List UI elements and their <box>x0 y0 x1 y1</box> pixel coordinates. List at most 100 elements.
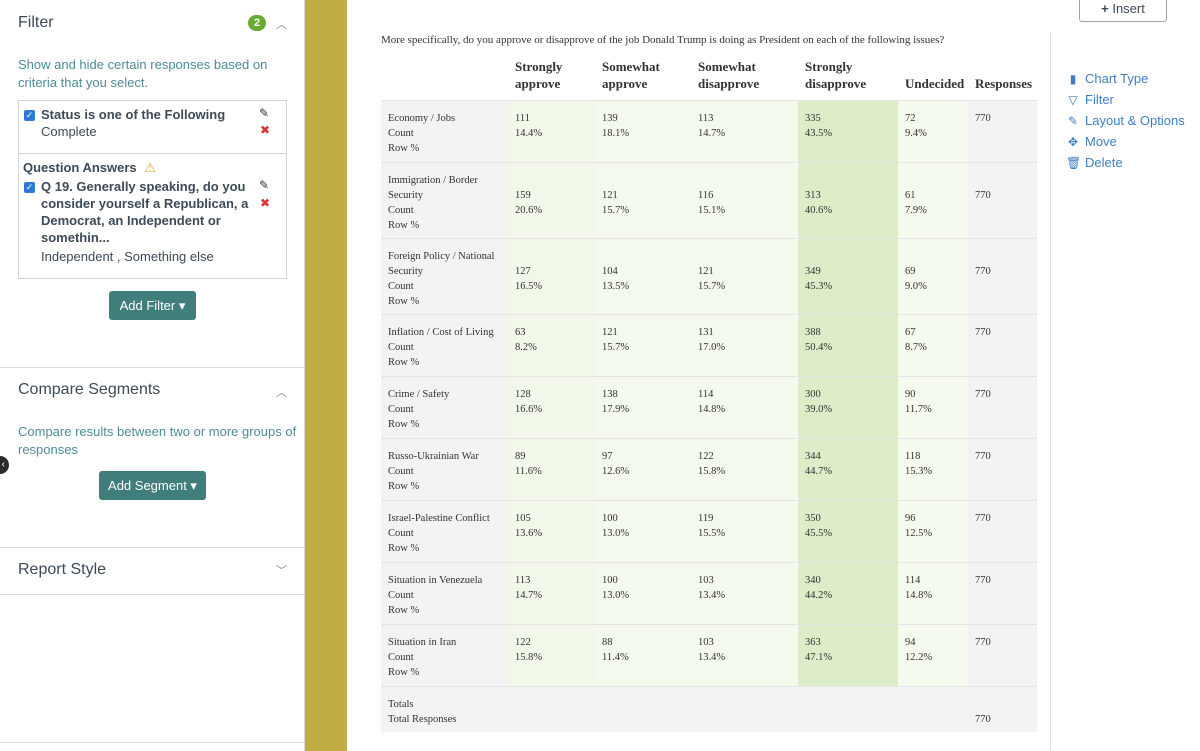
count-value: 90 <box>905 388 916 400</box>
responses-cell: 770 <box>968 313 1037 376</box>
row-label-line: Economy / Jobs <box>388 112 456 124</box>
count-value: 139 <box>602 112 618 124</box>
data-cell: 61 7.9% <box>898 161 968 238</box>
compare-panel-header[interactable]: Compare Segments ︿ <box>0 368 304 414</box>
count-value: 111 <box>515 112 530 124</box>
count-value: 104 <box>602 265 618 277</box>
chevron-up-icon[interactable]: ︿ <box>276 387 287 399</box>
header-blank <box>381 53 508 100</box>
count-value: 121 <box>698 265 714 277</box>
count-value: 100 <box>602 512 618 524</box>
percent-value: 45.5% <box>805 527 833 539</box>
data-cell: 313 40.6% <box>798 161 898 238</box>
responses-cell: 770 <box>968 437 1037 500</box>
column-header-line: approve <box>515 75 561 91</box>
table-row: Crime / Safety Count Row % 128 16.6% 138 17.9%… <box>381 375 1037 438</box>
count-value: 159 <box>515 189 531 201</box>
column-header: Undecided <box>898 53 968 100</box>
table-row: Israel-Palestine Conflict Count Row % 105 13… <box>381 499 1037 562</box>
question-filter-card: Question Answers ⚠ ✓ Q 19. Generally spe… <box>18 153 287 279</box>
edit-pencil-icon[interactable]: ✎ <box>259 106 270 120</box>
row-pct-label: Row % <box>388 219 420 231</box>
data-cell: 89 11.6% <box>508 437 595 500</box>
count-value: 340 <box>805 574 821 586</box>
column-header-line: Somewhat <box>602 58 660 74</box>
chevron-up-icon[interactable]: ︿ <box>276 19 287 31</box>
status-filter-checkbox[interactable]: ✓ <box>24 110 35 121</box>
data-cell: 128 16.6% <box>508 375 595 438</box>
row-pct-label: Row % <box>388 295 420 307</box>
data-cell: 118 15.3% <box>898 437 968 500</box>
percent-value: 47.1% <box>805 651 833 663</box>
layout-label: Layout & Options <box>1085 113 1185 128</box>
data-cell: 139 18.1% <box>595 99 691 162</box>
percent-value: 9.0% <box>905 280 927 292</box>
percent-value: 14.7% <box>515 589 543 601</box>
add-segment-button[interactable]: Add Segment ▾ <box>99 471 206 500</box>
data-cell: 349 45.3% <box>798 237 898 314</box>
collapse-sidebar-icon[interactable]: ‹ <box>0 456 9 474</box>
percent-value: 13.6% <box>515 527 543 539</box>
row-pct-label: Row % <box>388 604 420 616</box>
delete-label: Delete <box>1085 155 1123 170</box>
totals-value-cell: 770 <box>968 685 1037 732</box>
question-line: Democrat, an Independent or <box>41 213 221 228</box>
data-cell: 127 16.5% <box>508 237 595 314</box>
row-pct-label: Row % <box>388 356 420 368</box>
column-header: Strongly disapprove <box>798 53 898 100</box>
responses-cell: 770 <box>968 99 1037 162</box>
sidebar: Filter 2 ︿ Show and hide certain respons… <box>0 0 305 751</box>
report-style-panel-header[interactable]: Report Style ﹀ <box>0 548 304 594</box>
filter-action[interactable]: ▽ Filter <box>1066 92 1114 108</box>
move-action[interactable]: ✥ Move <box>1066 134 1117 150</box>
percent-value: 15.1% <box>698 204 726 216</box>
insert-button[interactable]: + Insert <box>1079 0 1167 22</box>
row-label-line: Israel-Palestine Conflict <box>388 512 490 524</box>
percent-value: 40.6% <box>805 204 833 216</box>
percent-value: 11.7% <box>905 403 932 415</box>
divider <box>1050 32 1051 751</box>
percent-value: 15.8% <box>698 465 726 477</box>
table-row: Situation in Iran Count Row % 122 15.8% 88 11.… <box>381 623 1037 686</box>
percent-value: 14.7% <box>698 127 726 139</box>
chevron-down-icon[interactable]: ﹀ <box>276 565 287 577</box>
percent-value: 12.6% <box>602 465 630 477</box>
totals-empty-cell <box>595 685 691 732</box>
spacer <box>975 697 1037 712</box>
percent-value: 12.5% <box>905 527 933 539</box>
remove-x-icon[interactable]: ✖ <box>260 196 271 210</box>
totals-value: 770 <box>975 713 991 725</box>
chart-type-action[interactable]: ▮ Chart Type <box>1066 71 1149 87</box>
spacer <box>805 249 898 264</box>
add-filter-button[interactable]: Add Filter ▾ <box>109 291 196 320</box>
responses-value: 770 <box>975 512 991 524</box>
count-value: 131 <box>698 326 714 338</box>
percent-value: 44.2% <box>805 589 833 601</box>
edit-pencil-icon[interactable]: ✎ <box>259 178 270 192</box>
data-cell: 119 15.5% <box>691 499 798 562</box>
count-value: 96 <box>905 512 916 524</box>
count-label: Count <box>388 280 414 292</box>
data-cell: 335 43.5% <box>798 99 898 162</box>
data-cell: 67 8.7% <box>898 313 968 376</box>
spacer <box>698 249 798 264</box>
question-filter-checkbox[interactable]: ✓ <box>24 182 35 193</box>
data-cell: 103 13.4% <box>691 561 798 624</box>
totals-label: Totals Total Responses <box>381 685 508 732</box>
row-label: Immigration / Border Security Count Row % <box>381 161 508 238</box>
count-value: 69 <box>905 265 916 277</box>
plus-icon: + <box>1101 1 1109 16</box>
spacer <box>975 249 1037 264</box>
remove-x-icon[interactable]: ✖ <box>260 123 271 137</box>
column-header-line: Responses <box>975 75 1033 91</box>
count-value: 313 <box>805 189 821 201</box>
row-pct-label: Row % <box>388 418 420 430</box>
count-value: 128 <box>515 388 531 400</box>
row-label-line: Security <box>388 265 423 277</box>
spacer <box>515 173 595 188</box>
count-value: 114 <box>698 388 714 400</box>
percent-value: 17.9% <box>602 403 630 415</box>
delete-action[interactable]: 🗑 Delete <box>1066 155 1123 171</box>
filter-panel-header[interactable]: Filter 2 ︿ <box>0 0 304 46</box>
layout-options-action[interactable]: ✎ Layout & Options <box>1066 113 1185 129</box>
